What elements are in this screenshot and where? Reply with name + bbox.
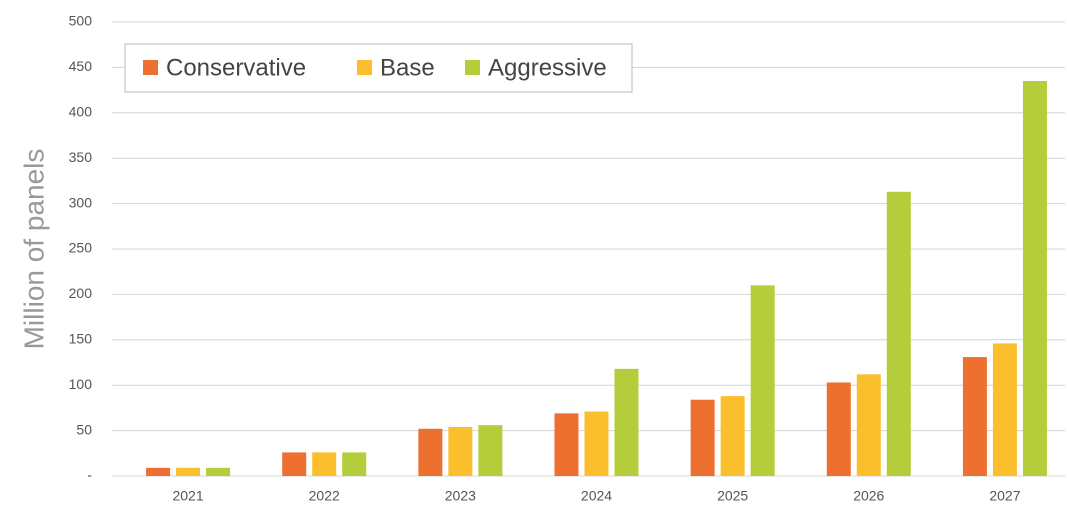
y-tick-label: 500 [69,13,93,29]
legend-box [124,43,633,93]
x-tick-label: 2026 [853,488,884,504]
bar [282,452,307,476]
y-axis-label: Million of panels [18,149,49,350]
bar [992,343,1017,476]
legend-label: Conservative [166,54,306,81]
bar [614,368,639,476]
bar [886,191,911,476]
bar [312,452,337,476]
y-tick-label: 100 [69,376,93,392]
y-tick-label: 300 [69,194,93,210]
bar [554,413,579,476]
bar [176,467,201,476]
y-tick-label: 150 [69,331,93,347]
bar [448,426,473,476]
legend-swatch [357,60,372,75]
y-tick-label: - [87,467,92,483]
y-tick-label: 250 [69,240,93,256]
x-tick-label: 2021 [172,488,203,504]
bar [720,396,745,476]
bar [478,425,503,476]
bar [856,374,881,476]
bar [690,399,715,476]
bar [826,382,851,476]
bar [750,285,775,476]
x-tick-label: 2025 [717,488,748,504]
x-tick-label: 2024 [581,488,612,504]
y-tick-label: 450 [69,58,93,74]
x-tick-label: 2027 [989,488,1020,504]
bar [146,467,171,476]
bar [418,428,443,476]
bar [206,467,231,476]
bar [342,452,367,476]
x-tick-label: 2023 [445,488,476,504]
legend-swatch [465,60,480,75]
legend-label: Base [380,54,435,81]
y-tick-label: 350 [69,149,93,165]
legend-swatch [143,60,158,75]
y-tick-label: 200 [69,285,93,301]
bar [1022,81,1047,477]
x-tick-label: 2022 [309,488,340,504]
bar [962,357,987,476]
y-tick-label: 400 [69,104,93,120]
y-tick-label: 50 [76,421,92,437]
legend-label: Aggressive [488,54,607,81]
bar [584,411,609,476]
